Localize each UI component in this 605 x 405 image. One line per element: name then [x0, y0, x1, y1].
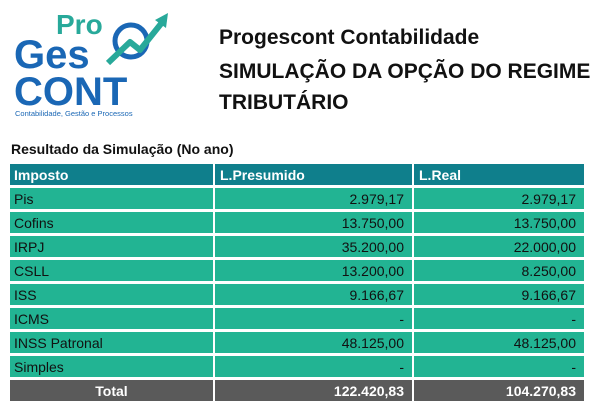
logo-text-ges: Ges: [14, 33, 90, 77]
logo-growth-arrow-icon: [105, 18, 167, 66]
tax-name: CSLL: [9, 259, 214, 282]
logo-graphic: Pro Ges CONT Contabilidade, Gestão e Pro…: [14, 9, 168, 118]
tax-name: INSS Patronal: [9, 331, 214, 354]
tax-name: ISS: [9, 283, 214, 306]
total-label: Total: [9, 379, 214, 402]
section-title: Resultado da Simulação (No ano): [11, 141, 234, 157]
presumido-value: 48.125,00: [214, 331, 413, 354]
tax-name: ICMS: [9, 307, 214, 330]
real-value: 2.979,17: [413, 187, 585, 210]
presumido-value: 35.200,00: [214, 235, 413, 258]
total-presumido-value: 122.420,83: [214, 379, 413, 402]
company-name: Progescont Contabilidade: [219, 26, 480, 49]
column-header-real: L.Real: [413, 163, 585, 186]
tax-name: Cofins: [9, 211, 214, 234]
real-value: 13.750,00: [413, 211, 585, 234]
real-value: 9.166,67: [413, 283, 585, 306]
real-value: 48.125,00: [413, 331, 585, 354]
real-value: -: [413, 355, 585, 378]
presumido-value: 2.979,17: [214, 187, 413, 210]
logo-tagline: Contabilidade, Gestão e Processos: [15, 109, 133, 118]
presumido-value: 13.200,00: [214, 259, 413, 282]
tax-name: Simples: [9, 355, 214, 378]
progescont-logo: Pro Ges CONT Contabilidade, Gestão e Pro…: [8, 8, 188, 120]
logo-text-cont: CONT: [14, 70, 127, 114]
tax-name: Pis: [9, 187, 214, 210]
logo-text-pro: Pro: [56, 9, 103, 40]
real-value: -: [413, 307, 585, 330]
column-header-imposto: Imposto: [9, 163, 214, 186]
presumido-value: -: [214, 307, 413, 330]
total-real-value: 104.270,83: [413, 379, 585, 402]
real-value: 22.000,00: [413, 235, 585, 258]
presumido-value: 13.750,00: [214, 211, 413, 234]
presumido-value: 9.166,67: [214, 283, 413, 306]
tax-name: IRPJ: [9, 235, 214, 258]
page-title-line2: TRIBUTÁRIO: [219, 91, 349, 114]
presumido-value: -: [214, 355, 413, 378]
logo-arrow-head-icon: [155, 13, 168, 28]
column-header-presumido: L.Presumido: [214, 163, 413, 186]
page-title-line1: SIMULAÇÃO DA OPÇÃO DO REGIME: [219, 60, 591, 83]
real-value: 8.250,00: [413, 259, 585, 282]
